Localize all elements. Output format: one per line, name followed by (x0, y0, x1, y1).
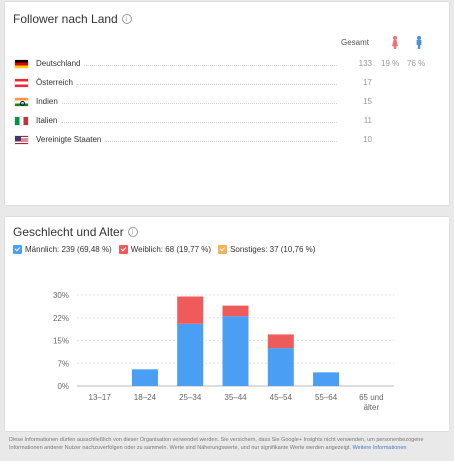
y-tick-label: 7% (57, 359, 69, 368)
checkbox-icon[interactable] (218, 245, 228, 254)
row-divider (84, 65, 337, 66)
bar-männlich (313, 372, 340, 386)
total-column-header: Gesamt (341, 38, 370, 47)
male-icon (415, 36, 423, 49)
legend-item-female[interactable]: Weiblich: 68 (19,77 %) (118, 245, 212, 254)
flag-in-icon (15, 98, 28, 106)
country-total: 10 (363, 135, 372, 144)
flag-us-icon (15, 136, 28, 144)
learn-more-link[interactable]: Weitere Informationen (352, 445, 407, 451)
x-tick-label: 25–34 (179, 393, 202, 402)
country-name: Deutschland (36, 59, 81, 68)
country-name: Vereinigte Staaten (36, 135, 102, 144)
row-divider (61, 122, 337, 123)
country-card: Follower nach Land i Gesamt Deutschland 1… (5, 2, 449, 205)
country-total: 11 (363, 116, 372, 125)
country-title-text: Follower nach Land (13, 12, 118, 26)
country-row: Italien 11 (15, 115, 439, 127)
country-total: 133 (358, 59, 372, 68)
checkbox-icon[interactable] (13, 245, 22, 254)
country-pct-male: 76 % (407, 59, 426, 68)
legend-label: Männlich: 239 (69,48 %) (25, 245, 112, 254)
country-total: 15 (363, 97, 372, 106)
x-tick-label: 35–44 (224, 393, 247, 402)
x-tick-label: 13–17 (89, 393, 112, 402)
x-tick-label: älter (364, 403, 380, 412)
legend-item-other[interactable]: Sonstiges: 37 (10,76 %) (218, 245, 315, 254)
y-tick-label: 30% (53, 291, 69, 300)
gender-age-card: Geschlecht und Alter i Männlich: 239 (69… (5, 217, 449, 431)
gender-card-title: Geschlecht und Alter i (13, 225, 138, 239)
legend-label: Weiblich: 68 (19,77 %) (130, 245, 212, 254)
x-tick-label: 55–64 (315, 393, 338, 402)
female-icon (391, 36, 399, 49)
y-tick-label: 22% (53, 314, 69, 323)
bar-weiblich (177, 296, 204, 324)
country-card-title: Follower nach Land i (13, 12, 132, 26)
flag-it-icon (15, 117, 28, 125)
x-tick-label: 65 und (359, 393, 383, 402)
bar-männlich (177, 323, 204, 386)
flag-at-icon (15, 79, 28, 87)
flag-de-icon (15, 60, 28, 68)
x-tick-label: 18–24 (134, 393, 157, 402)
country-name: Italien (36, 116, 58, 125)
footer-disclaimer: Diese Informationen dürfen ausschließlic… (9, 436, 447, 452)
bar-männlich (222, 316, 249, 386)
country-name: Österreich (36, 78, 73, 87)
bar-männlich (131, 369, 158, 386)
country-row: Deutschland 133 19 % 76 % (15, 58, 439, 70)
chart-legend: Männlich: 239 (69,48 %) Weiblich: 68 (19… (13, 245, 315, 254)
checkbox-icon[interactable] (118, 245, 128, 254)
y-tick-label: 0% (57, 382, 69, 391)
y-tick-label: 15% (53, 337, 69, 346)
bar-weiblich (222, 305, 249, 317)
row-divider (105, 141, 337, 142)
age-bar-chart: 0% 7% 15% 22% 30% 13–17 18–24 25–34 35–44 45–54 55… (53, 291, 394, 412)
bar-männlich (267, 348, 294, 386)
legend-label: Sonstiges: 37 (10,76 %) (230, 245, 316, 254)
country-row: Indien 15 (15, 96, 439, 108)
info-icon[interactable]: i (121, 14, 132, 24)
footer-text: Diese Informationen dürfen ausschließlic… (9, 437, 424, 451)
bar-weiblich (267, 334, 294, 349)
row-divider (62, 103, 337, 104)
gender-title-text: Geschlecht und Alter (13, 225, 124, 239)
row-divider (77, 84, 337, 85)
country-name: Indien (36, 97, 58, 106)
country-total: 17 (363, 78, 372, 87)
country-pct-female: 19 % (381, 59, 400, 68)
country-row: Österreich 17 (15, 77, 439, 89)
info-icon[interactable]: i (127, 227, 138, 237)
x-tick-label: 45–54 (270, 393, 293, 402)
legend-item-male[interactable]: Männlich: 239 (69,48 %) (13, 245, 112, 254)
country-row: Vereinigte Staaten 10 (15, 134, 439, 146)
